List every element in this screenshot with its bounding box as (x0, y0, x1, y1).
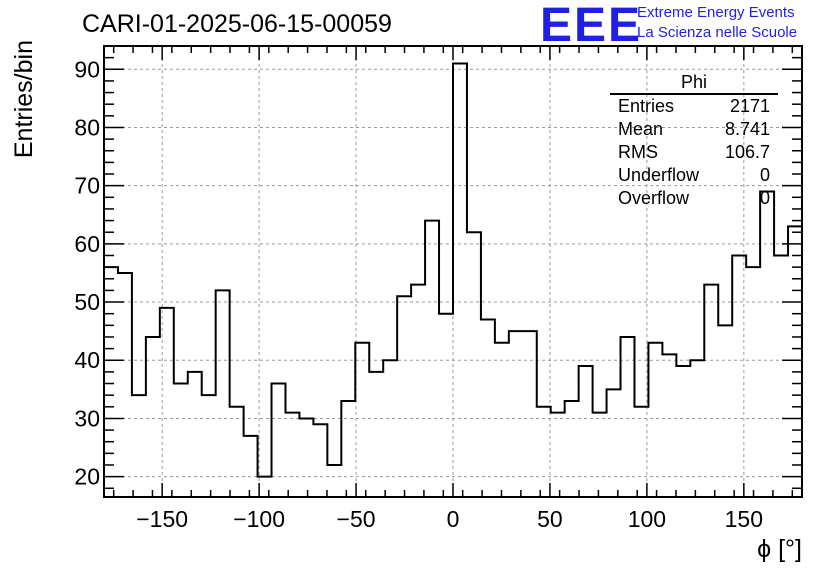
stats-label: Underflow (618, 165, 700, 185)
stats-label: RMS (618, 142, 658, 162)
x-axis-label: ϕ [°] (757, 535, 802, 563)
y-tick-label: 70 (74, 173, 100, 199)
x-tick-label: 150 (725, 506, 763, 532)
y-tick-label: 90 (74, 56, 100, 82)
stats-title: Phi (610, 71, 778, 95)
x-tick-label: −100 (233, 506, 285, 532)
x-tick-label: 50 (537, 506, 563, 532)
y-tick-label: 40 (74, 347, 100, 373)
stats-value: 0 (759, 165, 770, 185)
y-tick-label: 80 (74, 114, 100, 140)
x-tick-label: −150 (136, 506, 188, 532)
stats-value: 0 (759, 188, 770, 208)
stats-label: Entries (618, 96, 675, 116)
stats-row-underflow: Underflow 0 (610, 164, 778, 187)
y-tick-label: 50 (74, 289, 100, 315)
stats-row-rms: RMS 106.7 (610, 141, 778, 164)
y-tick-label: 30 (74, 405, 100, 431)
stats-label: Overflow (618, 188, 690, 208)
stats-row-overflow: Overflow 0 (610, 187, 778, 210)
stats-value: 2171 (729, 96, 770, 116)
stats-box: Phi Entries 2171 Mean 8.741 RMS 106.7 Un… (610, 71, 778, 210)
x-tick-label: −50 (337, 506, 376, 532)
y-tick-label: 60 (74, 231, 100, 257)
stats-row-entries: Entries 2171 (610, 95, 778, 118)
run-title: CARI-01-2025-06-15-00059 (82, 10, 392, 38)
logo-line-1: Extreme Energy Events (637, 4, 795, 21)
x-tick-label: 0 (447, 506, 460, 532)
x-tick-labels: −150 −100 −50 0 50 100 150 (136, 506, 763, 532)
stats-row-mean: Mean 8.741 (610, 118, 778, 141)
stats-value: 106.7 (724, 142, 770, 162)
y-axis-label: Entries/bin (10, 40, 38, 158)
eee-logo-mark: EEE (540, 0, 643, 52)
logo-line-2: La Scienza nelle Scuole (637, 24, 798, 41)
y-tick-labels: 20 30 40 50 60 70 80 90 (74, 56, 100, 489)
histogram-series (104, 62, 802, 478)
y-tick-label: 20 (74, 464, 100, 490)
x-tick-label: 100 (628, 506, 666, 532)
plot-frame (103, 45, 803, 498)
stats-value: 8.741 (724, 119, 770, 139)
stats-label: Mean (618, 119, 664, 139)
